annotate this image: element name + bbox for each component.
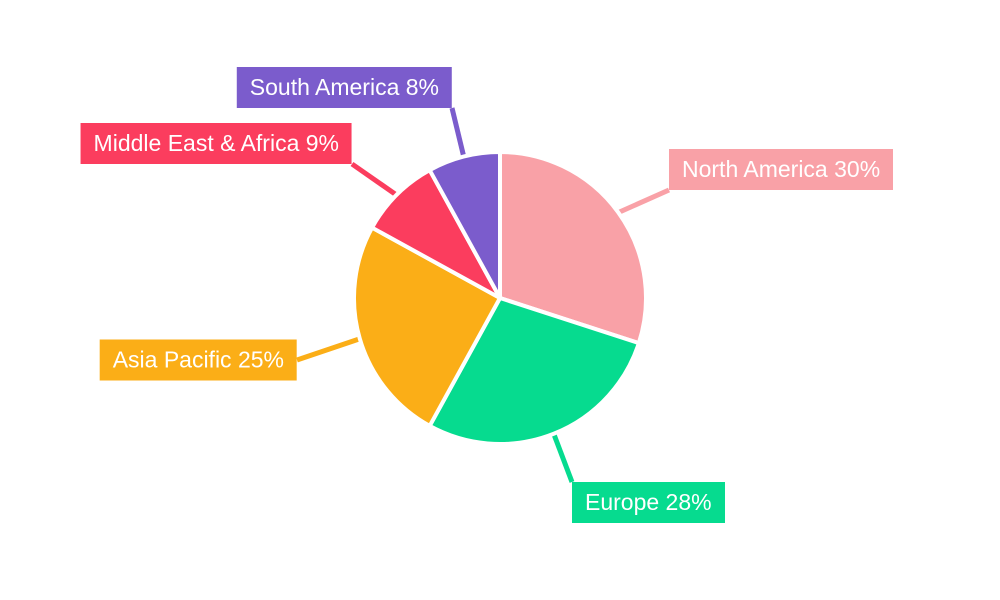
pie-slice-north-america[interactable] [498, 150, 648, 346]
leader-line-asia-pacific [296, 335, 363, 363]
leader-line-europe [550, 431, 575, 483]
leader-line-middle-east-africa [350, 161, 400, 199]
leader-line-south-america [449, 107, 467, 160]
slice-label-asia-pacific: Asia Pacific 25% [99, 339, 297, 381]
slice-label-south-america: South America 8% [236, 67, 452, 108]
slice-label-middle-east-africa: Middle East & Africa 9% [80, 123, 352, 164]
pie-slice-south-america[interactable] [427, 150, 502, 300]
leader-line-north-america [615, 187, 671, 216]
slice-label-north-america: North America 30% [669, 149, 894, 190]
pie-slice-asia-pacific[interactable] [352, 225, 502, 428]
slice-label-europe: Europe 28% [572, 482, 725, 523]
